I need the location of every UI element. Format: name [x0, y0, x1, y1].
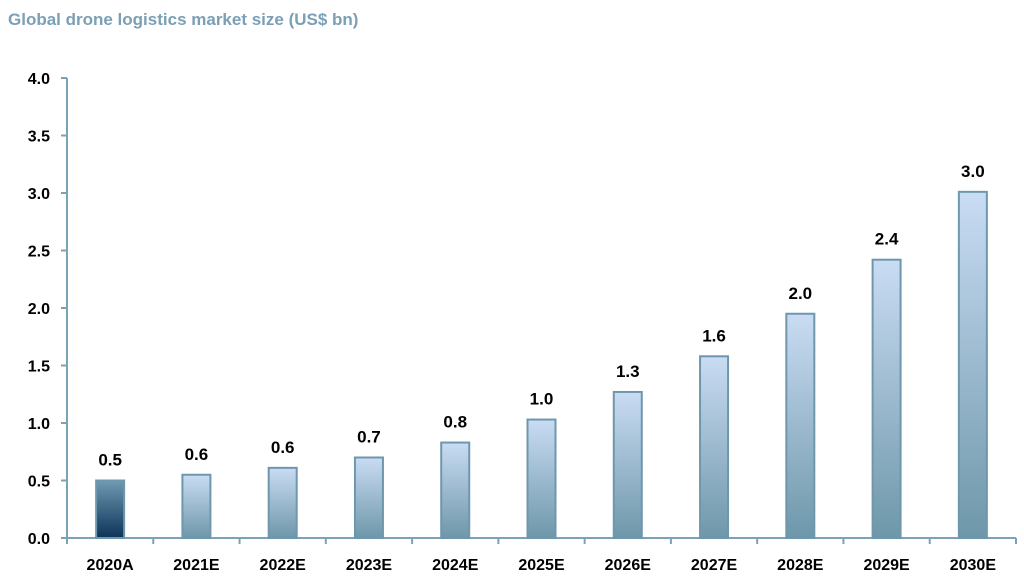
- y-tick-label: 3.0: [28, 186, 50, 203]
- y-tick-label: 4.0: [28, 71, 50, 88]
- bar-2020A: [95, 479, 126, 539]
- bar-2028E: [785, 312, 816, 539]
- bar-2024E: [440, 441, 471, 539]
- y-tick-label: 3.5: [28, 129, 50, 146]
- bar-2022E: [267, 466, 298, 540]
- bar-2029E: [871, 258, 902, 539]
- data-label: 3.0: [961, 162, 985, 181]
- y-tick-label: 0.5: [28, 474, 50, 491]
- y-tick-label: 0.0: [28, 531, 50, 548]
- y-tick-label: 1.5: [28, 359, 50, 376]
- x-tick-label: 2029E: [863, 557, 910, 574]
- data-label: 2.0: [788, 284, 812, 303]
- x-tick-label: 2025E: [518, 557, 565, 574]
- bar-2030E: [957, 190, 988, 539]
- bar-2026E: [612, 390, 643, 540]
- x-tick-label: 2026E: [605, 557, 652, 574]
- x-tick-label: 2024E: [432, 557, 479, 574]
- bar-2023E: [353, 456, 384, 539]
- data-label: 0.7: [357, 428, 381, 447]
- chart-title: Global drone logistics market size (US$ …: [8, 10, 359, 29]
- data-label: 1.3: [616, 362, 640, 381]
- x-tick-label: 2021E: [173, 557, 220, 574]
- data-label: 0.6: [271, 438, 295, 457]
- data-label: 1.6: [702, 326, 726, 345]
- data-label: 0.5: [98, 451, 122, 470]
- y-tick-label: 1.0: [28, 416, 50, 433]
- y-tick-label: 2.5: [28, 244, 50, 261]
- x-tick-label: 2028E: [777, 557, 824, 574]
- data-label: 0.6: [185, 445, 209, 464]
- data-label: 2.4: [875, 230, 899, 249]
- bar-2025E: [526, 418, 557, 539]
- x-tick-label: 2020A: [87, 557, 135, 574]
- x-tick-label: 2030E: [950, 557, 997, 574]
- bar-2027E: [699, 355, 730, 539]
- bar-2021E: [181, 473, 212, 539]
- data-label: 1.0: [530, 390, 554, 409]
- x-tick-label: 2023E: [346, 557, 393, 574]
- x-tick-label: 2022E: [260, 557, 307, 574]
- y-tick-label: 2.0: [28, 301, 50, 318]
- x-tick-label: 2027E: [691, 557, 738, 574]
- data-label: 0.8: [443, 413, 467, 432]
